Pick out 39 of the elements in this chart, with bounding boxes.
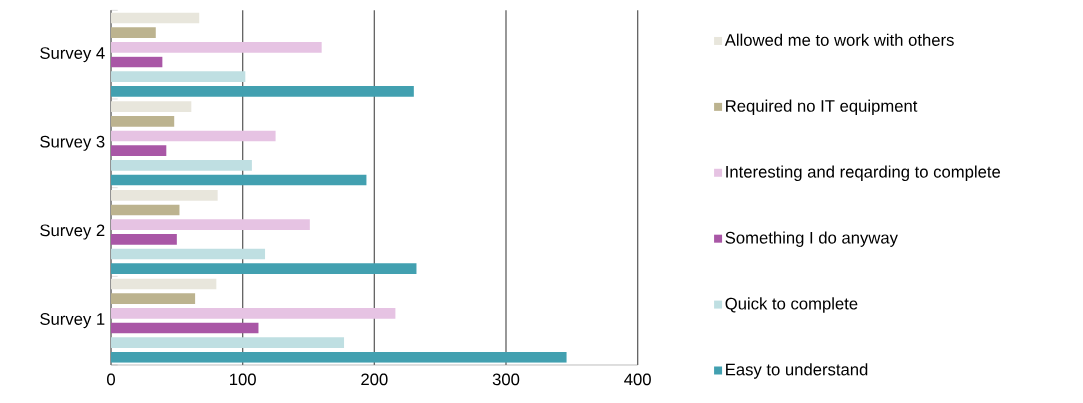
bar <box>111 263 417 274</box>
legend-label: Allowed me to work with others <box>724 33 954 46</box>
bar <box>111 307 396 319</box>
bar <box>111 145 167 156</box>
y-tick-label: Survey 4 <box>40 47 105 63</box>
y-tick-label: Survey 1 <box>40 313 105 329</box>
bar <box>111 12 200 24</box>
y-tick-label: Survey 3 <box>40 135 105 151</box>
bar <box>111 278 217 290</box>
bar <box>111 101 192 112</box>
legend-label: Easy to understand <box>726 363 868 379</box>
bar <box>111 174 367 186</box>
bar <box>111 159 252 171</box>
legend-label: Interesting and reqarding to complete <box>726 165 1001 182</box>
legend-label: Required no IT equipment <box>726 99 918 116</box>
bar <box>111 293 196 304</box>
bar <box>111 86 414 97</box>
bar <box>111 189 218 201</box>
x-tick-label: 400 <box>624 373 651 386</box>
x-tick-label: 100 <box>230 373 256 386</box>
bar <box>111 248 266 260</box>
legend-label: Something I do anyway <box>725 231 898 247</box>
bar <box>111 115 175 127</box>
bar <box>111 233 177 245</box>
bar <box>111 56 163 68</box>
bar <box>111 71 246 82</box>
bar <box>111 130 276 142</box>
x-tick-label: 200 <box>361 373 388 386</box>
bar <box>111 219 310 230</box>
legend-label: Quick to complete <box>725 297 858 313</box>
bar <box>111 27 156 38</box>
bar <box>111 204 180 216</box>
bar <box>111 41 322 53</box>
x-tick-label: 300 <box>492 373 520 386</box>
y-tick-label: Survey 2 <box>40 224 105 240</box>
bar <box>111 351 567 363</box>
bar <box>111 322 259 334</box>
x-tick-label: 0 <box>107 373 115 386</box>
bar <box>111 337 345 348</box>
